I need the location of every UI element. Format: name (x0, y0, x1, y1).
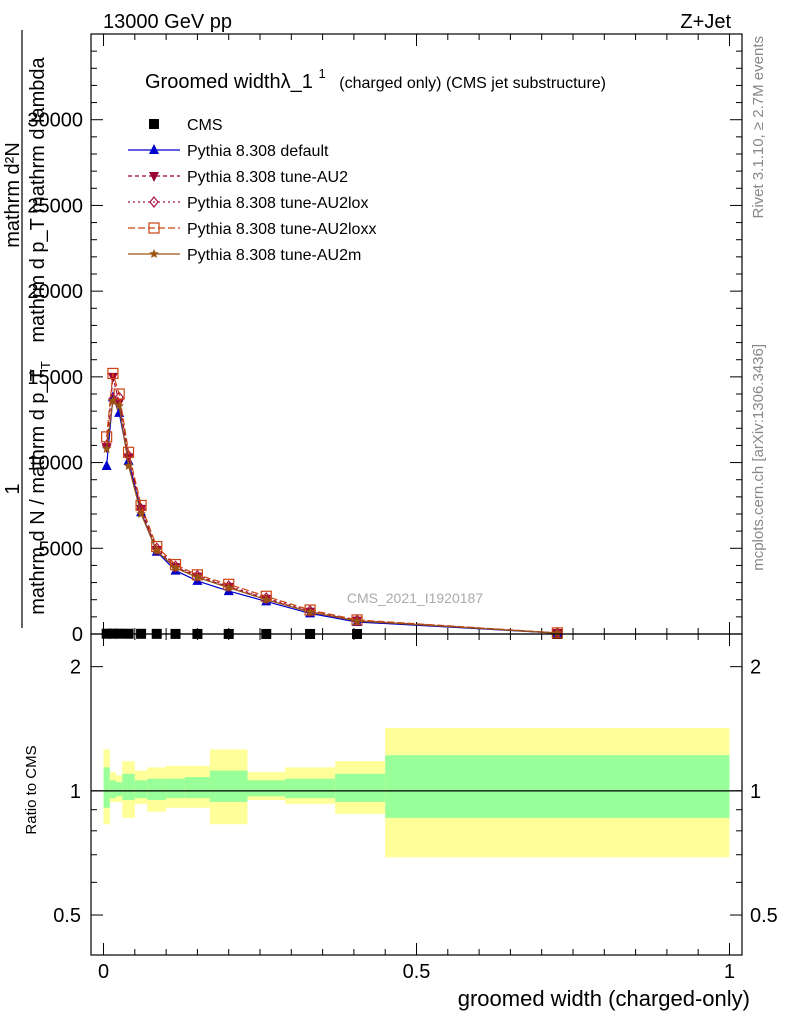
data-point (114, 401, 124, 411)
series-4 (101, 367, 563, 639)
y-tick-label: 30000 (27, 110, 83, 132)
mcplots-label: mcplots.cern.ch [arXiv:1306.3436] (750, 344, 767, 571)
main-panel: 0 5000 10000 15000 20000 25000 30000 (27, 33, 743, 646)
data-point (107, 367, 119, 380)
ratio-band-green (209, 770, 248, 802)
legend-marker (149, 119, 159, 129)
data-point (136, 509, 146, 519)
data-point (261, 594, 272, 604)
ratio-y-tick-label-right: 1 (750, 781, 761, 803)
series-line (106, 373, 558, 634)
rivet-label: Rivet 3.1.10, ≥ 2.7M events (750, 36, 767, 219)
ratio-panel: 0 0.5 1 0.5 0.5 1 1 2 2 (53, 633, 778, 983)
svg-text:Groomed widthλ_1 1: Groomed widthλ_1 1 (charged only) (CMS j… (145, 61, 606, 93)
process-label: Z+Jet (680, 11, 731, 33)
ratio-band-green (134, 780, 148, 799)
series-line (106, 397, 558, 634)
series-1 (101, 391, 563, 638)
y-label-fraction-numerator: mathrm d²N (2, 142, 24, 248)
legend-label: Pythia 8.308 tune-AU2lox (187, 195, 368, 212)
legend-marker (149, 172, 159, 182)
data-point (151, 545, 162, 555)
plot-title-note: (charged only) (CMS jet substructure) (339, 75, 606, 92)
data-point (101, 431, 113, 443)
ratio-band-green (116, 782, 123, 797)
y-label-denominator: mathrm d N / mathrm d p_TT (27, 361, 53, 615)
ratio-band-green (247, 780, 286, 797)
legend-label: Pythia 8.308 tune-AU2loxx (187, 221, 376, 238)
ratio-y-label: Ratio to CMS (23, 745, 40, 834)
data-point (223, 580, 234, 592)
data-point (151, 542, 162, 555)
data-point (352, 615, 362, 626)
data-point (108, 395, 118, 405)
data-point (123, 461, 134, 471)
data-point (223, 582, 234, 592)
ratio-band-green (335, 773, 386, 802)
ratio-band-green (385, 755, 730, 818)
data-point (261, 592, 272, 604)
data-point (101, 460, 112, 470)
y-tick-label: 15000 (27, 367, 83, 389)
plot-title-main: Groomed widthλ_1 (145, 71, 313, 93)
data-point (305, 604, 315, 617)
legend-label: Pythia 8.308 default (187, 143, 329, 160)
ratio-y-tick-label-right: 0.5 (750, 905, 778, 927)
legend-marker (148, 222, 160, 234)
legend-label: Pythia 8.308 tune-AU2m (187, 247, 361, 264)
y-label-numerator: 1 (2, 483, 24, 494)
data-point (122, 446, 135, 458)
y-axis-label: 1 mathrm d N / mathrm d p_TT mathrm d²N … (2, 30, 53, 628)
ratio-band-green (147, 778, 167, 801)
legend-label: CMS (187, 117, 223, 134)
ratio-y-tick-label: 0.5 (53, 905, 81, 927)
series-line (106, 399, 558, 634)
ratio-y-tick-label-right: 2 (750, 657, 761, 679)
x-tick-label: 0 (98, 961, 109, 983)
ratio-y-tick-label: 2 (70, 657, 81, 679)
data-point (304, 604, 316, 616)
ratio-y-tick-label: 1 (70, 781, 81, 803)
x-tick-label: 0.5 (403, 961, 431, 983)
data-point (170, 563, 181, 573)
series-2 (101, 372, 563, 639)
ratio-band-green (285, 778, 336, 799)
x-axis-label: groomed width (charged-only) (458, 986, 750, 1011)
plot-title: Groomed widthλ_1 1 (charged only) (CMS j… (145, 61, 606, 93)
analysis-watermark: CMS_2021_I1920187 (347, 590, 483, 606)
data-point (552, 628, 563, 638)
data-point (192, 572, 203, 582)
legend-label: Pythia 8.308 tune-AU2 (187, 169, 348, 186)
legend-marker (149, 249, 159, 259)
y-tick-label: 25000 (27, 195, 83, 217)
legend: CMS Pythia 8.308 default Pythia 8.308 tune… (128, 117, 376, 264)
series-line (106, 376, 558, 634)
y-tick-label: 20000 (27, 281, 83, 303)
ratio-band-green (103, 767, 110, 808)
ratio-band-green (184, 777, 210, 799)
legend-marker (149, 196, 159, 208)
ratio-band-green (122, 773, 135, 801)
data-point (123, 453, 134, 464)
ratio-band-green (109, 780, 117, 799)
data-point (305, 607, 315, 617)
y-tick-label: 5000 (39, 538, 84, 560)
data-point (170, 560, 181, 573)
legend-marker (149, 144, 159, 154)
energy-label: 13000 GeV pp (103, 11, 232, 33)
data-point (113, 388, 125, 400)
y-tick-label: 0 (72, 624, 83, 646)
series-3 (101, 391, 563, 639)
y-tick-label: 10000 (27, 453, 83, 475)
ratio-band-green (166, 778, 185, 799)
series-line (106, 396, 558, 634)
plot-title-sup: 1 (318, 66, 325, 81)
data-point (101, 443, 112, 453)
data-point (123, 449, 134, 462)
x-tick-label: 1 (724, 961, 735, 983)
series-5 (101, 395, 563, 638)
y-label-fraction-denominator: mathrm d p_T mathrm d lambda (27, 56, 49, 342)
